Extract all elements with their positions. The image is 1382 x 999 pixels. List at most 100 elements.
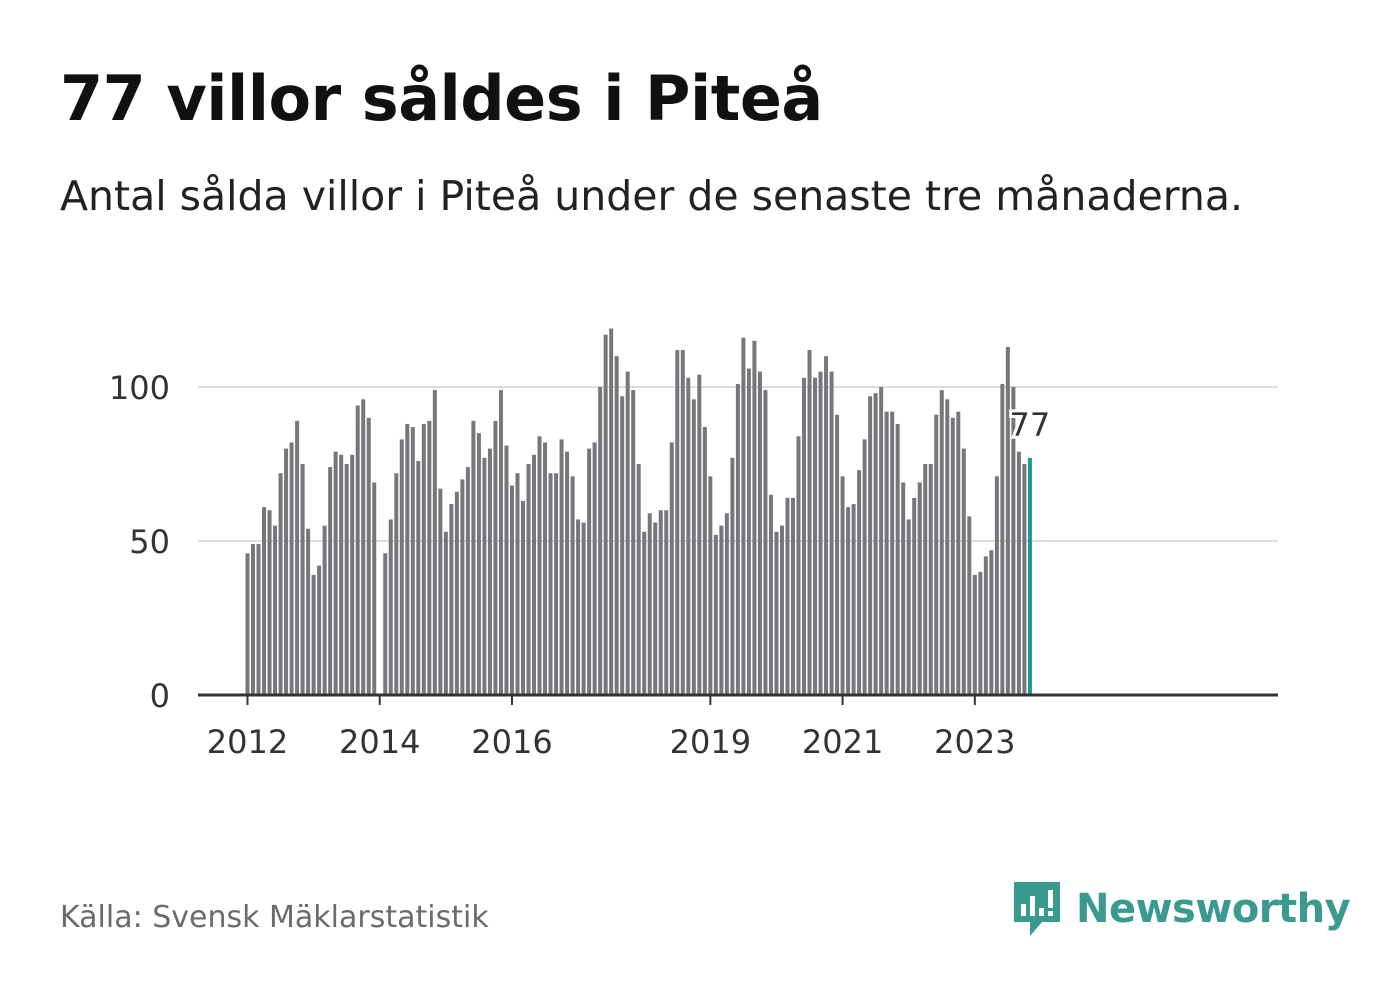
- bar: [504, 445, 509, 695]
- bar: [410, 427, 415, 695]
- newsworthy-chart-icon: [1014, 882, 1060, 936]
- bar: [967, 516, 972, 695]
- bar: [598, 387, 603, 695]
- bar: [350, 454, 355, 695]
- bar: [532, 454, 537, 695]
- brand-logo: Newsworthy: [1010, 878, 1351, 940]
- bar: [818, 371, 823, 695]
- bar: [344, 464, 349, 695]
- bar: [460, 479, 465, 695]
- bar: [752, 340, 757, 695]
- bar: [961, 448, 966, 695]
- source-note: Källa: Svensk Mäklarstatistik: [60, 900, 489, 935]
- y-tick-label: 50: [129, 523, 170, 561]
- bar: [267, 510, 272, 695]
- bar: [746, 368, 751, 695]
- bar: [592, 442, 597, 695]
- bar: [317, 565, 322, 695]
- bar: [686, 377, 691, 695]
- bar: [383, 553, 388, 695]
- bar: [493, 420, 498, 695]
- highlight-value-label: 77: [1010, 406, 1051, 444]
- brand-name: Newsworthy: [1076, 886, 1351, 932]
- bar: [278, 473, 283, 695]
- bar: [653, 522, 658, 695]
- bar: [576, 519, 581, 695]
- bar: [884, 411, 889, 695]
- bar: [796, 436, 801, 695]
- bar: [476, 433, 481, 695]
- bar: [487, 448, 492, 695]
- bar: [1005, 346, 1010, 695]
- bar: [669, 442, 674, 695]
- bar: [554, 473, 559, 695]
- bar: [862, 439, 867, 695]
- bar: [724, 513, 729, 695]
- bar: [1022, 464, 1027, 695]
- bar: [879, 387, 884, 695]
- x-tick-label: 2014: [339, 723, 420, 761]
- bar: [322, 525, 327, 695]
- bar: [306, 528, 311, 695]
- bar: [658, 510, 663, 695]
- bar: [829, 371, 834, 695]
- bar: [1000, 383, 1005, 695]
- bar: [901, 482, 906, 695]
- bar: [284, 448, 289, 695]
- chart-subtitle: Antal sålda villor i Piteå under de sena…: [60, 172, 1243, 220]
- bar: [873, 393, 878, 695]
- bar: [581, 522, 586, 695]
- bar: [719, 525, 724, 695]
- bar: [587, 448, 592, 695]
- bar: [972, 574, 977, 695]
- x-tick-label: 2021: [802, 723, 883, 761]
- bar: [857, 470, 862, 695]
- annotations: 77: [1007, 403, 1054, 447]
- bar: [295, 420, 300, 695]
- bar: [768, 494, 773, 695]
- bar: [851, 504, 856, 695]
- bar: [934, 414, 939, 695]
- bar: [526, 464, 531, 695]
- bar: [708, 476, 713, 695]
- bar: [289, 442, 294, 695]
- bar: [609, 328, 614, 695]
- bar: [824, 356, 829, 695]
- bar: [372, 482, 377, 695]
- bar: [620, 396, 625, 695]
- bar: [989, 550, 994, 695]
- bar: [906, 519, 911, 695]
- bar: [559, 439, 564, 695]
- bar: [680, 350, 685, 695]
- bar: [802, 377, 807, 695]
- x-tick-label: 2023: [934, 723, 1015, 761]
- bar: [642, 531, 647, 695]
- bar: [251, 544, 256, 695]
- bar: [697, 374, 702, 695]
- bar: [713, 534, 718, 695]
- bar: [509, 485, 514, 695]
- bar: [790, 497, 795, 695]
- bar: [691, 399, 696, 695]
- bar: [983, 556, 988, 695]
- bar: [945, 399, 950, 695]
- bar: [928, 464, 933, 695]
- bar: [416, 460, 421, 695]
- bar: [565, 451, 570, 695]
- bar: [835, 414, 840, 695]
- y-axis-ticks: 0 50 100: [109, 369, 170, 715]
- bar: [868, 396, 873, 695]
- bar: [923, 464, 928, 695]
- bar: [300, 464, 305, 695]
- x-tick-label: 2016: [471, 723, 552, 761]
- x-axis-ticks: 2012 2014 2016 2019 2021 2023: [207, 695, 1016, 761]
- bar: [311, 574, 316, 695]
- bar: [399, 439, 404, 695]
- bar: [774, 531, 779, 695]
- bar: [273, 525, 278, 695]
- chart-title: 77 villor såldes i Piteå: [60, 62, 823, 135]
- bar: [543, 442, 548, 695]
- bar: [1016, 451, 1021, 695]
- x-tick-label: 2019: [670, 723, 751, 761]
- bar: [482, 457, 487, 695]
